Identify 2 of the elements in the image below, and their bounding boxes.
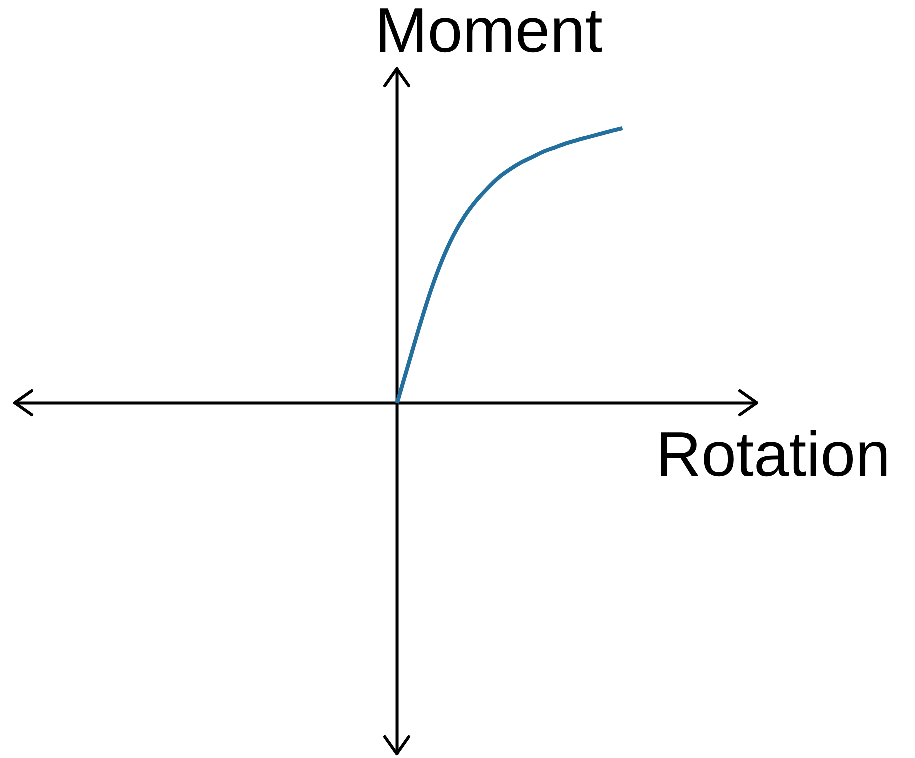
y-axis-title: Moment: [375, 0, 603, 66]
x-axis-title: Rotation: [656, 420, 891, 490]
